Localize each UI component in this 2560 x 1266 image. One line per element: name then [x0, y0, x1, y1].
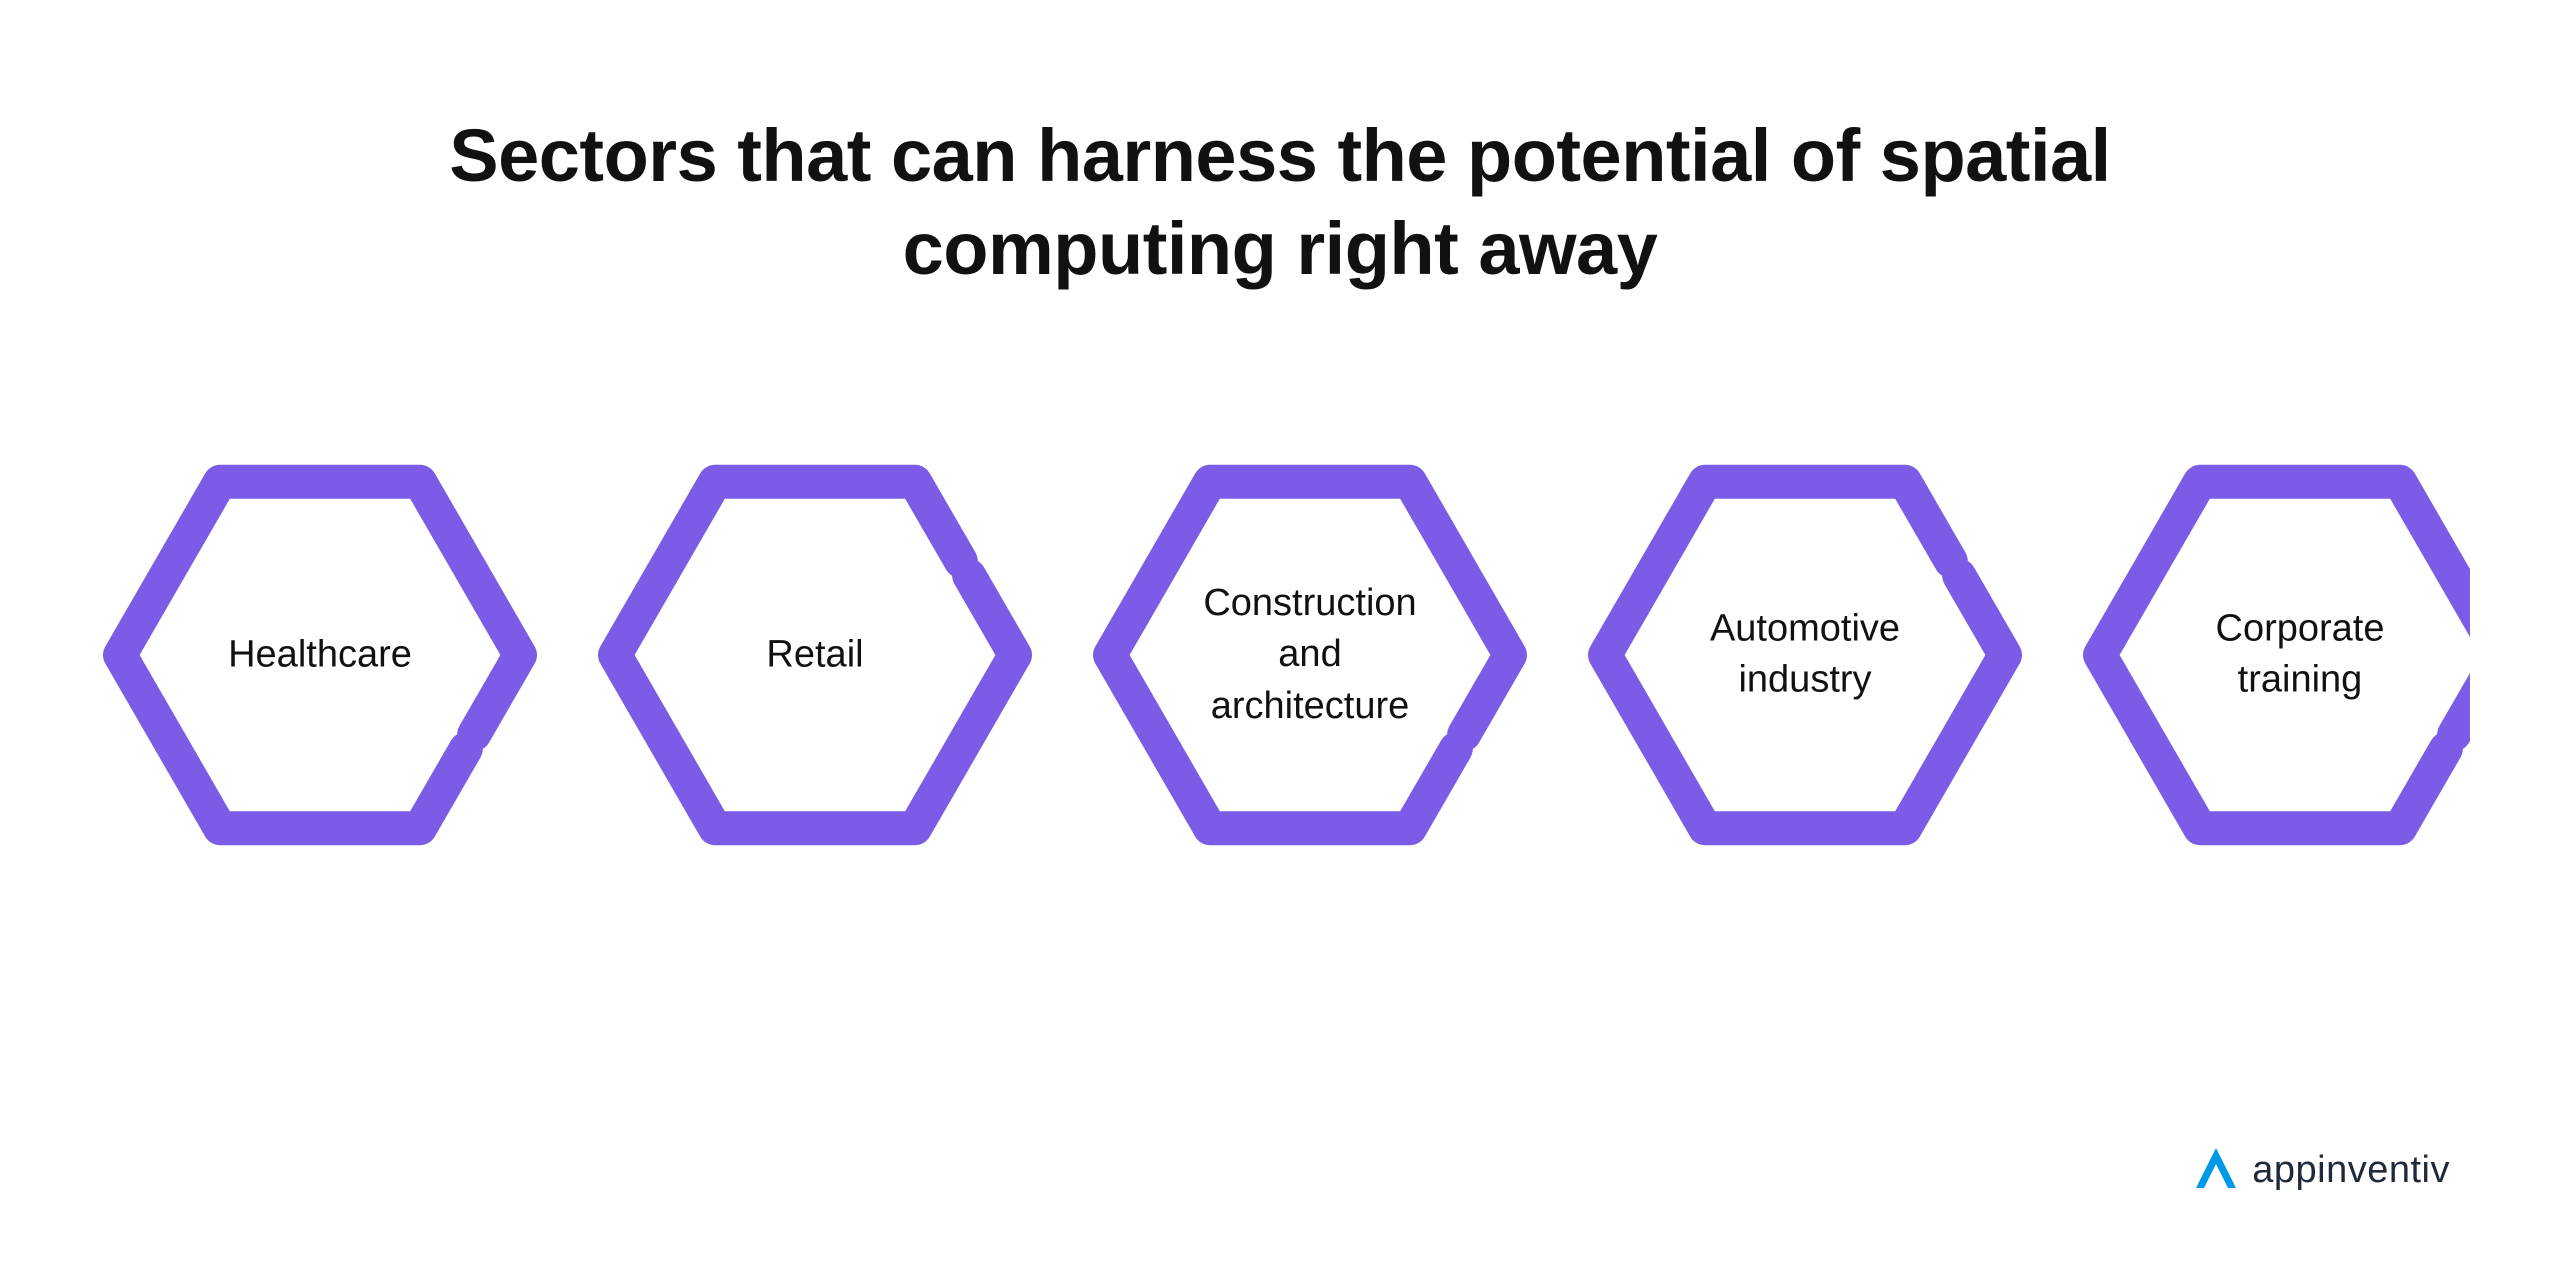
logo-text: appinventiv	[2252, 1149, 2450, 1192]
sector-label: Construction and architecture	[1160, 578, 1460, 732]
page-title: Sectors that can harness the potential o…	[280, 110, 2280, 295]
infographic-container: Sectors that can harness the potential o…	[0, 0, 2560, 1266]
sector-label: Corporate training	[2150, 604, 2450, 707]
sector-label: Healthcare	[170, 629, 470, 680]
hexagon-row: Healthcare Retail Construction and archite…	[90, 435, 2470, 875]
sector-label: Retail	[665, 629, 965, 680]
logo: appinventiv	[2190, 1144, 2450, 1196]
sector-label: Automotive industry	[1655, 604, 1955, 707]
logo-mark-icon	[2190, 1144, 2242, 1196]
